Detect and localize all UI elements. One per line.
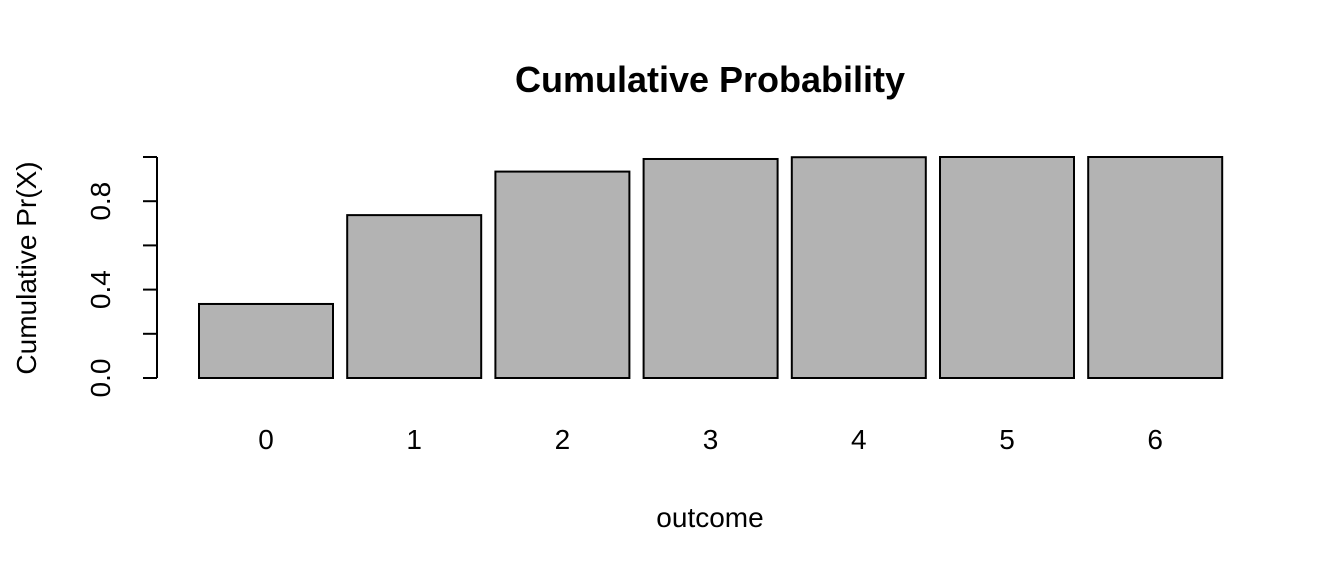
x-tick-label: 4 (851, 424, 867, 455)
y-tick-label: 0.4 (85, 270, 116, 309)
bar (642, 157, 779, 379)
x-tick-label: 0 (258, 424, 274, 455)
bar (790, 156, 927, 379)
bar (198, 302, 334, 379)
x-tick-labels: 0 1 2 3 4 5 6 (258, 424, 1163, 455)
y-tick-label: 0.8 (85, 182, 116, 221)
x-tick-label: 3 (703, 424, 719, 455)
x-tick-label: 2 (555, 424, 571, 455)
y-axis: 0.0 0.4 0.8 (85, 156, 158, 398)
x-tick-label: 1 (406, 424, 422, 455)
y-axis-label: Cumulative Pr(X) (11, 161, 42, 374)
bar (1087, 156, 1224, 379)
bars-group (198, 156, 1224, 379)
x-tick-label: 6 (1147, 424, 1163, 455)
bar (346, 214, 483, 379)
bar (939, 156, 1075, 379)
chart-title: Cumulative Probability (515, 59, 905, 100)
bar (494, 170, 631, 379)
x-tick-label: 5 (999, 424, 1015, 455)
x-axis-label: outcome (656, 502, 763, 533)
y-tick-label: 0.0 (85, 359, 116, 398)
